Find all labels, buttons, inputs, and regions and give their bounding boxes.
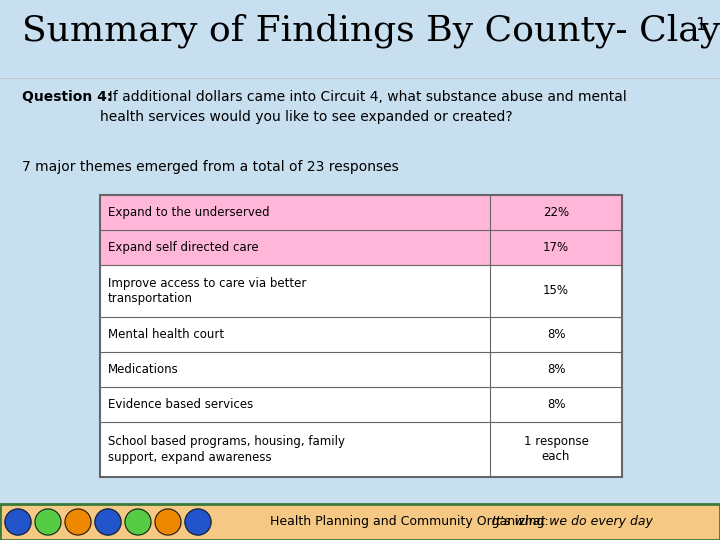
Circle shape — [65, 509, 91, 535]
Text: Question 4:: Question 4: — [22, 90, 112, 104]
Bar — [100, 230, 622, 265]
Circle shape — [95, 509, 121, 535]
Text: 8%: 8% — [546, 328, 565, 341]
Text: Medications: Medications — [108, 363, 179, 376]
Text: Mental health court: Mental health court — [108, 328, 224, 341]
Text: 8%: 8% — [546, 363, 565, 376]
Text: Summary of Findings By County- Clay: Summary of Findings By County- Clay — [22, 14, 720, 49]
Text: 15%: 15% — [543, 285, 569, 298]
Text: Health Planning and Community Organizing:: Health Planning and Community Organizing… — [270, 516, 557, 529]
Bar — [100, 265, 622, 317]
Text: If additional dollars came into Circuit 4, what substance abuse and mental
healt: If additional dollars came into Circuit … — [100, 90, 626, 124]
Bar — [100, 387, 622, 422]
Text: 8%: 8% — [546, 398, 565, 411]
Text: Expand self directed care: Expand self directed care — [108, 241, 258, 254]
Bar — [100, 352, 622, 387]
Circle shape — [35, 509, 61, 535]
Text: It's what we do every day: It's what we do every day — [492, 516, 653, 529]
Bar — [0, 504, 720, 540]
Text: School based programs, housing, family
support, expand awareness: School based programs, housing, family s… — [108, 435, 345, 463]
Circle shape — [125, 509, 151, 535]
Bar — [100, 195, 622, 477]
Text: 1 response
each: 1 response each — [523, 435, 588, 463]
Text: 7 major themes emerged from a total of 23 responses: 7 major themes emerged from a total of 2… — [22, 160, 399, 174]
Circle shape — [5, 509, 31, 535]
Text: 1: 1 — [696, 16, 706, 34]
Text: 22%: 22% — [543, 206, 569, 219]
Text: 17%: 17% — [543, 241, 569, 254]
Circle shape — [155, 509, 181, 535]
Text: Evidence based services: Evidence based services — [108, 398, 253, 411]
Bar — [100, 195, 622, 230]
Text: Expand to the underserved: Expand to the underserved — [108, 206, 269, 219]
Text: Improve access to care via better
transportation: Improve access to care via better transp… — [108, 277, 307, 305]
Bar — [100, 422, 622, 477]
Bar — [100, 317, 622, 352]
Circle shape — [185, 509, 211, 535]
